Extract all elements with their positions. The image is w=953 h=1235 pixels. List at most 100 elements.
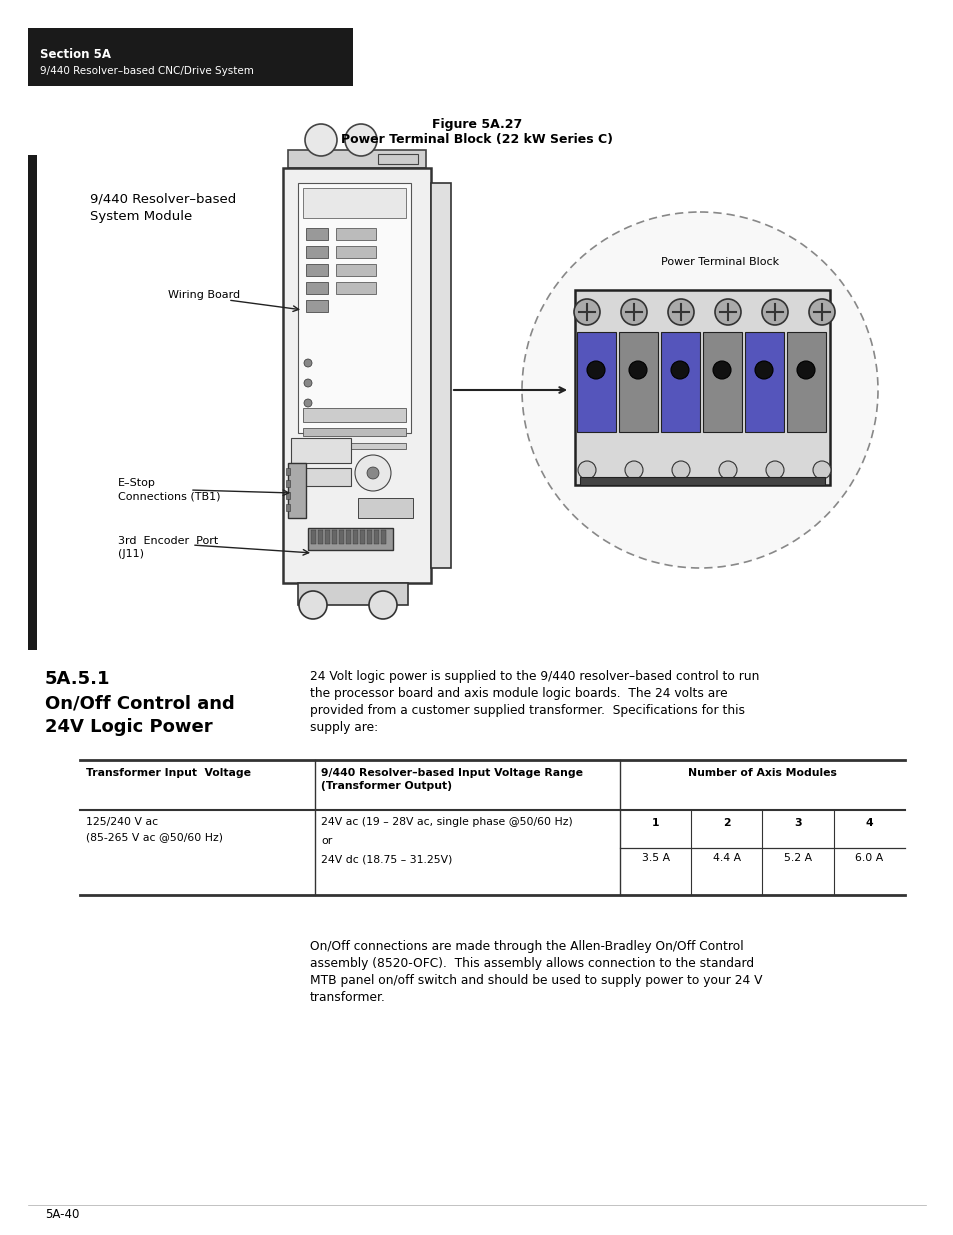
Bar — [702, 332, 741, 432]
Bar — [332, 530, 336, 543]
Text: the processor board and axis module logic boards.  The 24 volts are: the processor board and axis module logi… — [310, 687, 727, 700]
Bar — [325, 530, 330, 543]
Bar — [744, 332, 783, 432]
Text: 3.5 A: 3.5 A — [640, 853, 669, 863]
Text: 5.2 A: 5.2 A — [783, 853, 811, 863]
Text: transformer.: transformer. — [310, 990, 385, 1004]
Bar — [359, 530, 365, 543]
Circle shape — [761, 299, 787, 325]
Bar — [303, 443, 406, 450]
Text: 125/240 V ac: 125/240 V ac — [86, 818, 158, 827]
Text: 6.0 A: 6.0 A — [854, 853, 882, 863]
Bar — [28, 28, 353, 86]
Bar — [618, 332, 658, 432]
Text: 2: 2 — [722, 818, 730, 827]
Circle shape — [719, 461, 737, 479]
Bar — [306, 264, 328, 275]
Bar — [297, 183, 411, 433]
Circle shape — [712, 361, 730, 379]
Bar — [288, 463, 306, 517]
Circle shape — [305, 124, 336, 156]
Bar — [579, 477, 824, 485]
Bar — [380, 530, 386, 543]
Circle shape — [521, 212, 877, 568]
Text: 4: 4 — [864, 818, 872, 827]
Text: 5A-40: 5A-40 — [45, 1209, 79, 1221]
Bar — [306, 228, 328, 240]
Text: Transformer Input  Voltage: Transformer Input Voltage — [86, 768, 251, 778]
Bar — [431, 183, 451, 568]
Bar — [283, 168, 431, 583]
Text: or: or — [320, 836, 332, 846]
Circle shape — [808, 299, 834, 325]
Text: Figure 5A.27: Figure 5A.27 — [432, 119, 521, 131]
Text: On/Off connections are made through the Allen-Bradley On/Off Control: On/Off connections are made through the … — [310, 940, 742, 953]
Circle shape — [754, 361, 772, 379]
Text: 3: 3 — [794, 818, 801, 827]
Bar — [338, 530, 344, 543]
Bar — [317, 530, 323, 543]
Text: 9/440 Resolver–based Input Voltage Range
(Transformer Output): 9/440 Resolver–based Input Voltage Range… — [320, 768, 582, 792]
Bar — [357, 498, 413, 517]
Bar — [374, 530, 378, 543]
Circle shape — [671, 461, 689, 479]
Text: 9/440 Resolver–based CNC/Drive System: 9/440 Resolver–based CNC/Drive System — [40, 65, 253, 77]
Circle shape — [298, 592, 327, 619]
Text: 4.4 A: 4.4 A — [712, 853, 740, 863]
Text: supply are:: supply are: — [310, 721, 377, 734]
Circle shape — [812, 461, 830, 479]
Text: 5A.5.1: 5A.5.1 — [45, 671, 111, 688]
Text: MTB panel on/off switch and should be used to supply power to your 24 V: MTB panel on/off switch and should be us… — [310, 974, 761, 987]
Bar — [286, 504, 290, 511]
Text: Number of Axis Modules: Number of Axis Modules — [687, 768, 836, 778]
Text: 9/440 Resolver–based
System Module: 9/440 Resolver–based System Module — [90, 191, 236, 224]
Circle shape — [304, 359, 312, 367]
Bar — [28, 156, 37, 650]
Bar — [297, 583, 408, 605]
Circle shape — [620, 299, 646, 325]
Text: Power Terminal Block: Power Terminal Block — [660, 257, 779, 267]
Text: 24 Volt logic power is supplied to the 9/440 resolver–based control to run: 24 Volt logic power is supplied to the 9… — [310, 671, 759, 683]
Bar — [335, 282, 375, 294]
Text: (85-265 V ac @50/60 Hz): (85-265 V ac @50/60 Hz) — [86, 832, 223, 842]
Circle shape — [667, 299, 693, 325]
Circle shape — [304, 379, 312, 387]
Circle shape — [369, 592, 396, 619]
Text: Power Terminal Block (22 kW Series C): Power Terminal Block (22 kW Series C) — [340, 133, 613, 146]
Text: 24V dc (18.75 – 31.25V): 24V dc (18.75 – 31.25V) — [320, 853, 452, 864]
Circle shape — [796, 361, 814, 379]
Circle shape — [586, 361, 604, 379]
Circle shape — [670, 361, 688, 379]
Text: On/Off Control and: On/Off Control and — [45, 694, 234, 713]
Bar — [286, 468, 290, 475]
Bar — [660, 332, 700, 432]
Circle shape — [355, 454, 391, 492]
Circle shape — [714, 299, 740, 325]
Text: E–Stop
Connections (TB1): E–Stop Connections (TB1) — [118, 478, 220, 501]
Text: provided from a customer supplied transformer.  Specifications for this: provided from a customer supplied transf… — [310, 704, 744, 718]
Bar — [786, 332, 825, 432]
Bar — [291, 438, 351, 463]
Circle shape — [628, 361, 646, 379]
Circle shape — [624, 461, 642, 479]
Bar — [288, 149, 426, 168]
Circle shape — [765, 461, 783, 479]
Bar — [286, 492, 290, 499]
Text: Section 5A: Section 5A — [40, 48, 111, 61]
Circle shape — [578, 461, 596, 479]
Bar — [377, 154, 417, 164]
Bar — [303, 429, 406, 436]
Text: Wiring Board: Wiring Board — [168, 290, 240, 300]
Bar — [308, 529, 393, 550]
Bar — [346, 530, 351, 543]
Bar — [577, 332, 616, 432]
Circle shape — [574, 299, 599, 325]
Bar — [311, 530, 315, 543]
Bar — [306, 300, 328, 312]
Text: 3rd  Encoder  Port
(J11): 3rd Encoder Port (J11) — [118, 536, 218, 559]
Bar — [335, 228, 375, 240]
Bar — [335, 264, 375, 275]
Bar — [575, 290, 829, 485]
Bar — [367, 530, 372, 543]
Text: assembly (8520-OFC).  This assembly allows connection to the standard: assembly (8520-OFC). This assembly allow… — [310, 957, 753, 969]
